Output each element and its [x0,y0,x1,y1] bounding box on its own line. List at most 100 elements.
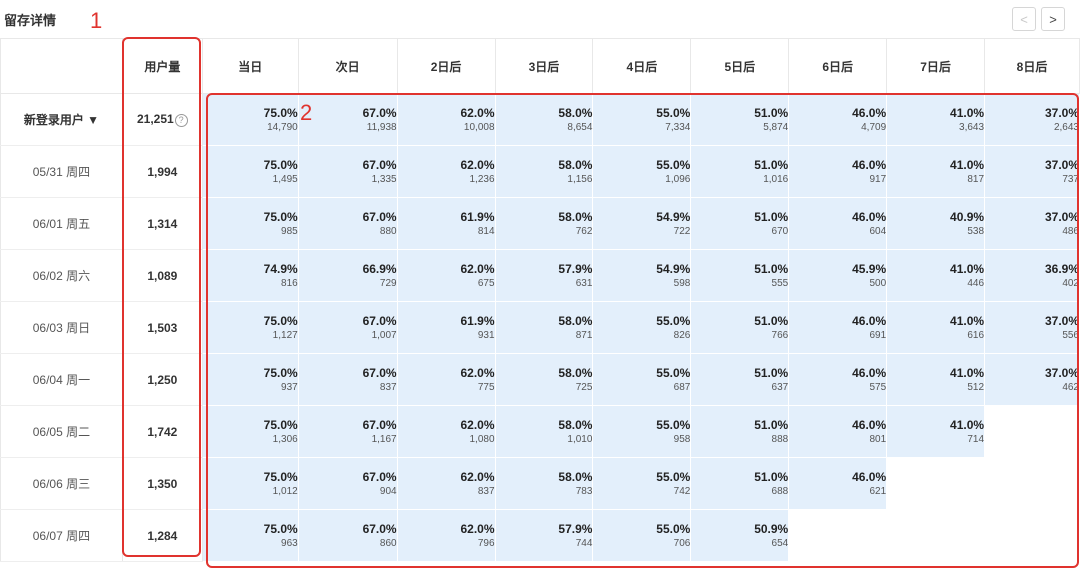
annotation-2: 2 [300,100,313,125]
retained-user-count: 1,012 [272,485,298,497]
retained-user-count: 775 [477,381,495,393]
retention-rate: 67.0% [362,209,397,224]
retention-cell: 46.0% 621 [788,457,888,510]
prev-page-button[interactable]: < [1012,7,1036,31]
user-count-cell: 21,251? [121,93,203,146]
retention-cell: 37.0% 462 [984,353,1080,406]
retention-rate: 46.0% [852,157,887,172]
user-count-value: 21,251 [136,112,174,127]
table-row: 05/31 周四 1,994 75.0% 1,495 67.0% 1,335 62.0% 1,… [0,145,1080,198]
user-count-cell: 1,284 [121,509,203,562]
retention-rate: 75.0% [263,417,298,432]
table-row: 新登录用户 ▼ 21,251? 75.0% 14,790 67.0% 11,938 62.0… [0,93,1080,146]
retention-rate: 51.0% [754,209,789,224]
header-day-4: 4日后 [592,38,692,94]
help-icon[interactable]: ? [174,113,188,127]
retained-user-count: 762 [575,225,593,237]
retained-user-count: 766 [771,329,789,341]
retention-rate: 75.0% [263,209,298,224]
retention-cell: 75.0% 1,012 [201,457,299,510]
retention-cell: 61.9% 814 [396,197,496,250]
table-row: 06/01 周五 1,314 75.0% 985 67.0% 880 61.9% 814 58.… [0,197,1080,250]
retention-cell: 51.0% 5,874 [690,93,790,146]
retention-cell: 58.0% 725 [494,353,594,406]
retained-user-count: 888 [771,433,789,445]
table-row: 06/05 周二 1,742 75.0% 1,306 67.0% 1,167 62.0% 1,… [0,405,1080,458]
page-title: 留存详情 [4,13,57,28]
retained-user-count: 917 [869,173,887,185]
retention-rate: 54.9% [656,209,691,224]
row-date-label: 06/06 周三 [0,457,123,510]
retained-user-count: 931 [477,329,495,341]
row-date-label: 06/05 周二 [0,405,123,458]
retention-cell: 67.0% 11,938 [297,93,398,146]
retention-cell: 41.0% 512 [886,353,986,406]
retained-user-count: 742 [673,485,691,497]
row-date-label: 06/02 周六 [0,249,123,302]
empty-cell [788,509,887,562]
retention-cell: 67.0% 1,167 [297,405,398,458]
next-page-button[interactable]: > [1041,7,1065,31]
cohort-filter-dropdown[interactable]: 新登录用户 ▼ [0,93,123,146]
retention-rate: 62.0% [460,157,495,172]
retained-user-count: 1,127 [272,329,298,341]
retention-cell: 37.0% 486 [984,197,1080,250]
retention-rate: 67.0% [362,417,397,432]
retained-user-count: 14,790 [267,121,298,133]
retention-cell: 51.0% 637 [690,353,790,406]
empty-cell [984,457,1080,510]
retention-cell: 46.0% 4,709 [788,93,888,146]
retained-user-count: 486 [1062,225,1079,237]
retention-cell: 75.0% 937 [201,353,299,406]
retention-rate: 41.0% [950,313,985,328]
retention-cell: 55.0% 958 [592,405,692,458]
user-count-value: 1,503 [147,320,178,335]
retained-user-count: 556 [1062,329,1079,341]
retention-rate: 67.0% [362,521,397,536]
retention-rate: 75.0% [263,157,298,172]
header-blank [0,38,123,94]
retention-rate: 41.0% [950,157,985,172]
retention-rate: 67.0% [362,469,397,484]
retention-rate: 37.0% [1044,209,1079,224]
retention-cell: 37.0% 556 [984,301,1080,354]
retention-rate: 46.0% [852,365,887,380]
retention-rate: 62.0% [460,417,495,432]
retention-rate: 37.0% [1044,105,1079,120]
retention-rate: 55.0% [656,105,691,120]
retained-user-count: 8,654 [567,121,593,133]
retention-cell: 54.9% 598 [592,249,692,302]
retention-cell: 75.0% 1,127 [201,301,299,354]
retained-user-count: 616 [967,329,985,341]
user-count-cell: 1,503 [121,301,203,354]
retained-user-count: 462 [1062,381,1079,393]
retained-user-count: 631 [575,277,593,289]
row-date-label: 06/07 周四 [0,509,123,562]
table-row: 06/07 周四 1,284 75.0% 963 67.0% 860 62.0% 796 57.… [0,509,1080,562]
retained-user-count: 10,008 [463,121,495,133]
retention-cell: 75.0% 985 [201,197,299,250]
retention-rate: 58.0% [558,417,593,432]
retention-rate: 75.0% [263,313,298,328]
retention-cell: 58.0% 8,654 [494,93,594,146]
retained-user-count: 958 [673,433,691,445]
retention-rate: 75.0% [263,105,298,120]
retention-cell: 58.0% 783 [494,457,594,510]
retention-rate: 62.0% [460,469,495,484]
retention-rate: 62.0% [460,261,495,276]
retention-cell: 46.0% 604 [788,197,888,250]
retention-cell: 51.0% 766 [690,301,790,354]
retention-rate: 37.0% [1044,157,1079,172]
retention-cell: 37.0% 737 [984,145,1080,198]
retention-rate: 51.0% [754,157,789,172]
retained-user-count: 722 [673,225,691,237]
retained-user-count: 3,643 [959,121,985,133]
retention-cell: 46.0% 691 [788,301,888,354]
retention-rate: 41.0% [950,261,985,276]
retained-user-count: 1,007 [371,329,397,341]
retention-rate: 45.9% [852,261,887,276]
user-count-cell: 1,314 [121,197,203,250]
retention-cell: 46.0% 801 [788,405,888,458]
retention-cell: 41.0% 616 [886,301,986,354]
retention-cell: 62.0% 10,008 [396,93,496,146]
